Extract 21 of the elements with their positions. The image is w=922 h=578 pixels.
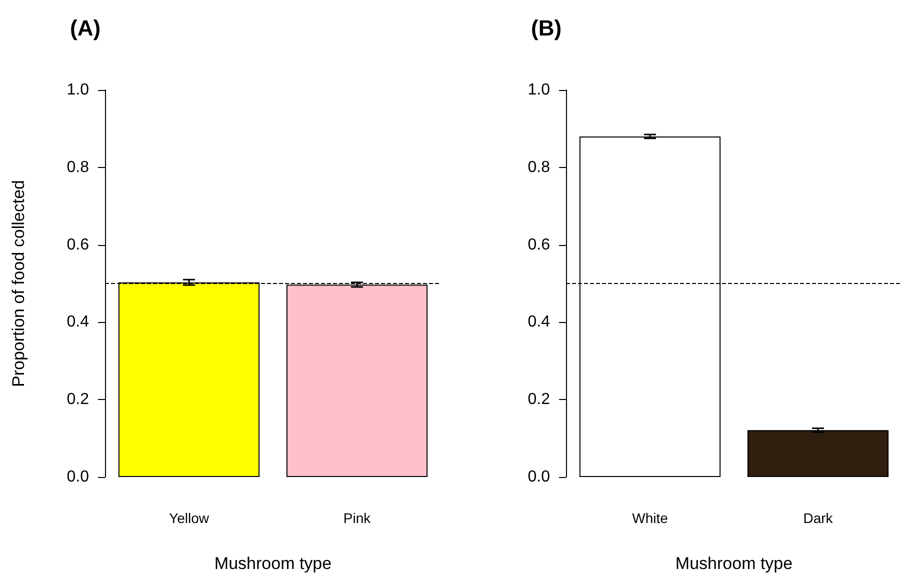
y-tick-label: 0.6 bbox=[528, 236, 550, 254]
y-tick-label: 1.0 bbox=[66, 82, 90, 98]
y-tick-label: 0.2 bbox=[528, 391, 550, 408]
y-tick-label: 0.0 bbox=[66, 468, 90, 486]
x-tick-label: White bbox=[632, 510, 668, 526]
x-axis-title: Mushroom type bbox=[214, 554, 332, 573]
x-tick-label: Yellow bbox=[169, 510, 210, 526]
x-axis-title: Mushroom type bbox=[675, 554, 793, 573]
y-tick-label: 0.4 bbox=[66, 314, 90, 331]
chart-title: (B) bbox=[531, 16, 562, 40]
chart-title: (A) bbox=[70, 16, 101, 40]
y-tick-label: 0.0 bbox=[528, 468, 550, 486]
x-tick-label: Dark bbox=[803, 510, 834, 526]
y-tick-label: 0.6 bbox=[66, 236, 90, 254]
x-tick-label: Pink bbox=[343, 510, 372, 526]
y-tick-label: 0.4 bbox=[528, 314, 550, 331]
y-tick-label: 0.8 bbox=[528, 158, 550, 176]
y-axis-title: Proportion of food collected bbox=[9, 180, 28, 387]
y-tick-label: 0.8 bbox=[66, 158, 90, 176]
y-tick-label: 1.0 bbox=[528, 82, 550, 98]
y-tick-label: 0.2 bbox=[66, 391, 90, 408]
